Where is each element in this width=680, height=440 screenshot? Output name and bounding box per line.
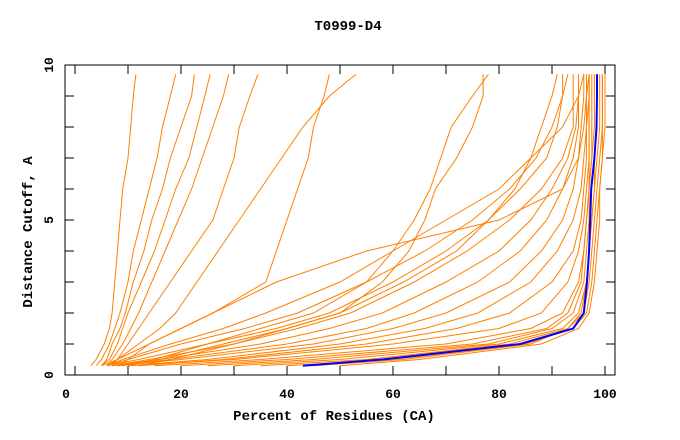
x-tick-label: 20 <box>173 387 189 402</box>
x-tick-label: 60 <box>385 387 401 402</box>
series-line-24 <box>112 74 579 367</box>
series-line-3 <box>101 74 195 367</box>
series-line-13 <box>286 74 606 367</box>
series-line-18 <box>154 74 595 367</box>
ticks-layer: 0 20 40 60 80 100 0 5 10 <box>42 57 617 402</box>
chart-title: T0999-D4 <box>314 19 381 35</box>
series-line-15 <box>207 74 593 367</box>
x-axis-label: Percent of Residues (CA) <box>233 409 435 425</box>
x-tick-label: 40 <box>279 387 295 402</box>
x-tick-label: 80 <box>491 387 507 402</box>
highlight-series-line <box>302 74 598 367</box>
x-tick-label: 100 <box>593 387 617 402</box>
series-line-21 <box>127 74 587 367</box>
series-line-2 <box>95 74 177 367</box>
series-layer <box>90 73 606 367</box>
series-line-1 <box>90 74 137 367</box>
series-line-4 <box>101 74 211 367</box>
series-line-8 <box>106 73 357 367</box>
series-line-23 <box>117 74 579 367</box>
series-line-17 <box>339 74 603 367</box>
series-line-20 <box>138 74 590 367</box>
x-tick-label: 0 <box>62 387 70 402</box>
series-line-30 <box>101 74 590 367</box>
series-line-19 <box>127 74 590 367</box>
series-line-6 <box>109 74 259 367</box>
series-line-28 <box>122 74 558 367</box>
plot-frame <box>64 64 616 376</box>
series-line-22 <box>117 74 585 367</box>
series-line-14 <box>313 74 598 367</box>
y-axis-label: Distance Cutoff, A <box>21 156 37 308</box>
series-line-26 <box>106 74 564 367</box>
y-tick-label: 5 <box>42 216 57 224</box>
series-line-5 <box>106 74 230 367</box>
y-tick-label: 0 <box>42 371 57 379</box>
y-tick-label: 10 <box>42 57 57 73</box>
series-line-29 <box>106 74 585 367</box>
series-line-12 <box>260 74 603 367</box>
series-line-27 <box>106 74 569 367</box>
series-line-25 <box>112 74 574 367</box>
